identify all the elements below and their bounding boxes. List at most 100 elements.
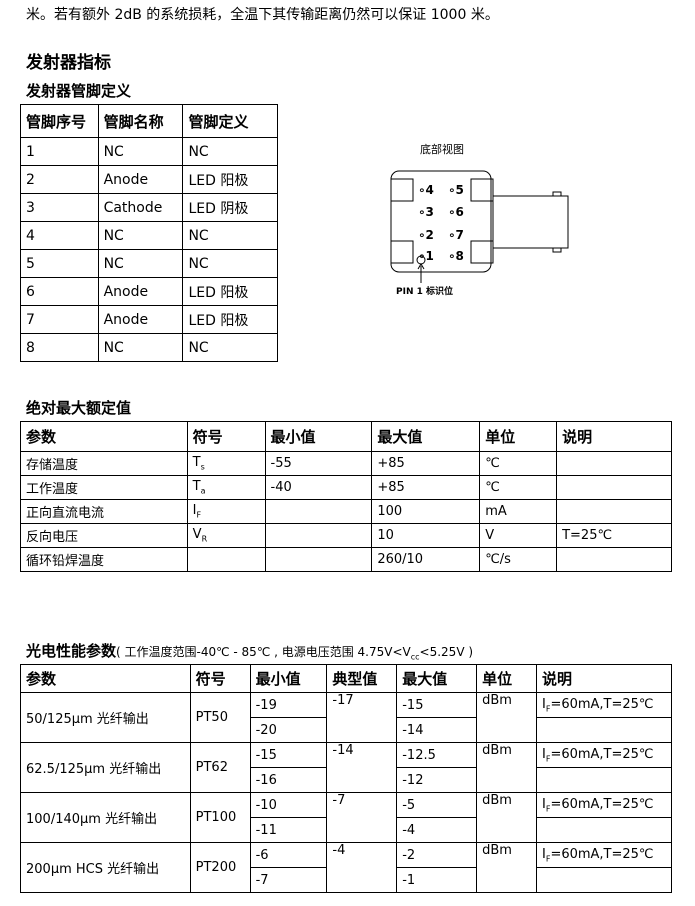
table-row: 1 NC NC	[20, 137, 278, 166]
table-cell: Cathode	[97, 193, 184, 222]
param-cell: 工作温度	[20, 475, 188, 500]
min-cell: -40	[264, 475, 373, 500]
pin1-label: PIN 1 标识位	[396, 287, 454, 297]
symbol-cell: PT62	[189, 742, 251, 793]
header-cell: 单位	[479, 421, 558, 452]
min-cell: -7	[249, 867, 328, 893]
max-cell: -4	[396, 817, 478, 843]
max-cell: 260/10	[371, 547, 481, 572]
note-cell: IF=60mA,T=25℃	[535, 692, 673, 718]
note-cell	[535, 867, 673, 893]
unit-cell: ℃	[479, 451, 558, 476]
table-cell: NC	[182, 249, 278, 278]
opt-title-text: 光电性能参数	[26, 642, 117, 660]
header-cell: 参数	[20, 664, 191, 693]
param-cell: 循环铅焊温度	[20, 547, 188, 572]
table-cell: 7	[20, 305, 99, 334]
table-cell: 4	[20, 221, 99, 250]
table-cell: 2	[20, 165, 99, 194]
symbol-cell: VR	[186, 523, 266, 548]
bottom-view-diagram: 底部视图 ∘4 ∘5 ∘3 ∘6 ∘2 ∘7 ∘1 ∘8 PIN 1 标识位	[380, 135, 580, 300]
table-cell: Anode	[97, 165, 184, 194]
param-cell: 200μm HCS 光纤输出	[20, 842, 191, 893]
header-cell: 说明	[535, 664, 673, 693]
table-row: 2 Anode LED 阳极	[20, 165, 278, 194]
table-row: 200μm HCS 光纤输出 PT200 -6 -4 -2 dBm IF=60mA,T=25…	[20, 842, 673, 893]
section-title: 发射器指标	[26, 53, 111, 73]
table-row: 工作温度 Ta -40 +85 ℃	[20, 475, 672, 500]
table-row: 50/125μm 光纤输出 PT50 -19 -17 -15 dBm IF=60mA,T=2…	[20, 692, 673, 743]
min-cell	[264, 499, 373, 524]
connector-drawing	[390, 170, 569, 283]
pin-label: ∘3	[418, 205, 434, 219]
max-cell: +85	[371, 475, 481, 500]
table-cell: NC	[97, 137, 184, 166]
table-row: 5 NC NC	[20, 249, 278, 278]
table-row: 3 Cathode LED 阴极	[20, 193, 278, 222]
min-cell	[264, 547, 373, 572]
param-cell: 100/140μm 光纤输出	[20, 792, 191, 843]
header-cell: 典型值	[326, 664, 398, 693]
note-cell: T=25℃	[556, 523, 672, 548]
table-cell: 3	[20, 193, 99, 222]
table-cell: NC	[97, 333, 184, 362]
param-cell: 50/125μm 光纤输出	[20, 692, 191, 743]
min-cell: -10	[249, 792, 328, 818]
max-cell: 100	[371, 499, 481, 524]
max-cell: -1	[396, 867, 478, 893]
header-cell: 管脚名称	[97, 104, 184, 138]
table-row: 反向电压 VR 10 V T=25℃	[20, 523, 672, 548]
table-cell: NC	[182, 333, 278, 362]
optoelectronic-table: 参数 符号 最小值 典型值 最大值 单位 说明 50/125μm 光纤输出 PT50 -19 -17…	[20, 664, 673, 893]
intro-text: 米。若有额外 2dB 的系统损耗，全温下其传输距离仍然可以保证 1000 米。	[26, 7, 499, 23]
pin-table: 管脚序号 管脚名称 管脚定义 1 NC NC 2 Anode LED 阳极 3 Cathode LED…	[20, 104, 278, 362]
table-row: -16 -12	[21, 767, 673, 793]
symbol-cell: PT100	[189, 792, 251, 843]
opt-table-title: 光电性能参数( 工作温度范围-40℃ - 85℃ , 电源电压范围 4.75V<…	[26, 640, 473, 661]
symbol-cell: Ts	[186, 451, 266, 476]
symbol-cell: Ta	[186, 475, 266, 500]
table-cell: 8	[20, 333, 99, 362]
note-cell	[556, 451, 672, 476]
min-cell	[264, 523, 373, 548]
header-cell: 符号	[186, 421, 266, 452]
max-cell: 10	[371, 523, 481, 548]
max-cell: -5	[396, 792, 478, 818]
max-cell: -2	[396, 842, 478, 868]
note-cell	[556, 547, 672, 572]
table-cell: LED 阴极	[182, 193, 278, 222]
min-cell: -11	[249, 817, 328, 843]
pin-label: ∘7	[448, 228, 464, 242]
symbol-cell: PT50	[189, 692, 251, 743]
table-cell: LED 阳极	[182, 165, 278, 194]
opt-conditions: ( 工作温度范围-40℃ - 85℃ , 电源电压范围 4.75V<Vcc<5.…	[116, 645, 474, 662]
pin-label: ∘1	[418, 249, 434, 263]
unit-cell: dBm	[476, 792, 537, 843]
pin-label: ∘4	[418, 183, 434, 197]
note-cell: IF=60mA,T=25℃	[535, 842, 673, 868]
header-cell: 最小值	[264, 421, 373, 452]
unit-cell: ℃/s	[479, 547, 558, 572]
max-cell: -12	[396, 767, 478, 793]
param-cell: 存储温度	[20, 451, 188, 476]
typ-cell: -7	[326, 792, 398, 843]
typ-cell: -4	[326, 842, 398, 893]
unit-cell: ℃	[479, 475, 558, 500]
symbol-cell: PT200	[189, 842, 251, 893]
note-cell	[556, 475, 672, 500]
table-cell: 1	[20, 137, 99, 166]
table-cell: 5	[20, 249, 99, 278]
min-cell: -55	[264, 451, 373, 476]
header-cell: 最大值	[371, 421, 481, 452]
header-cell: 符号	[189, 664, 251, 693]
header-cell: 说明	[556, 421, 672, 452]
note-cell	[535, 767, 673, 793]
header-cell: 单位	[476, 664, 537, 693]
note-cell	[556, 499, 672, 524]
header-cell: 最大值	[396, 664, 478, 693]
pin-label: ∘2	[418, 228, 434, 242]
table-row: -7 -1	[21, 867, 673, 893]
table-row: 8 NC NC	[20, 333, 278, 362]
max-cell: -14	[396, 717, 478, 743]
pin-label: ∘6	[448, 205, 464, 219]
